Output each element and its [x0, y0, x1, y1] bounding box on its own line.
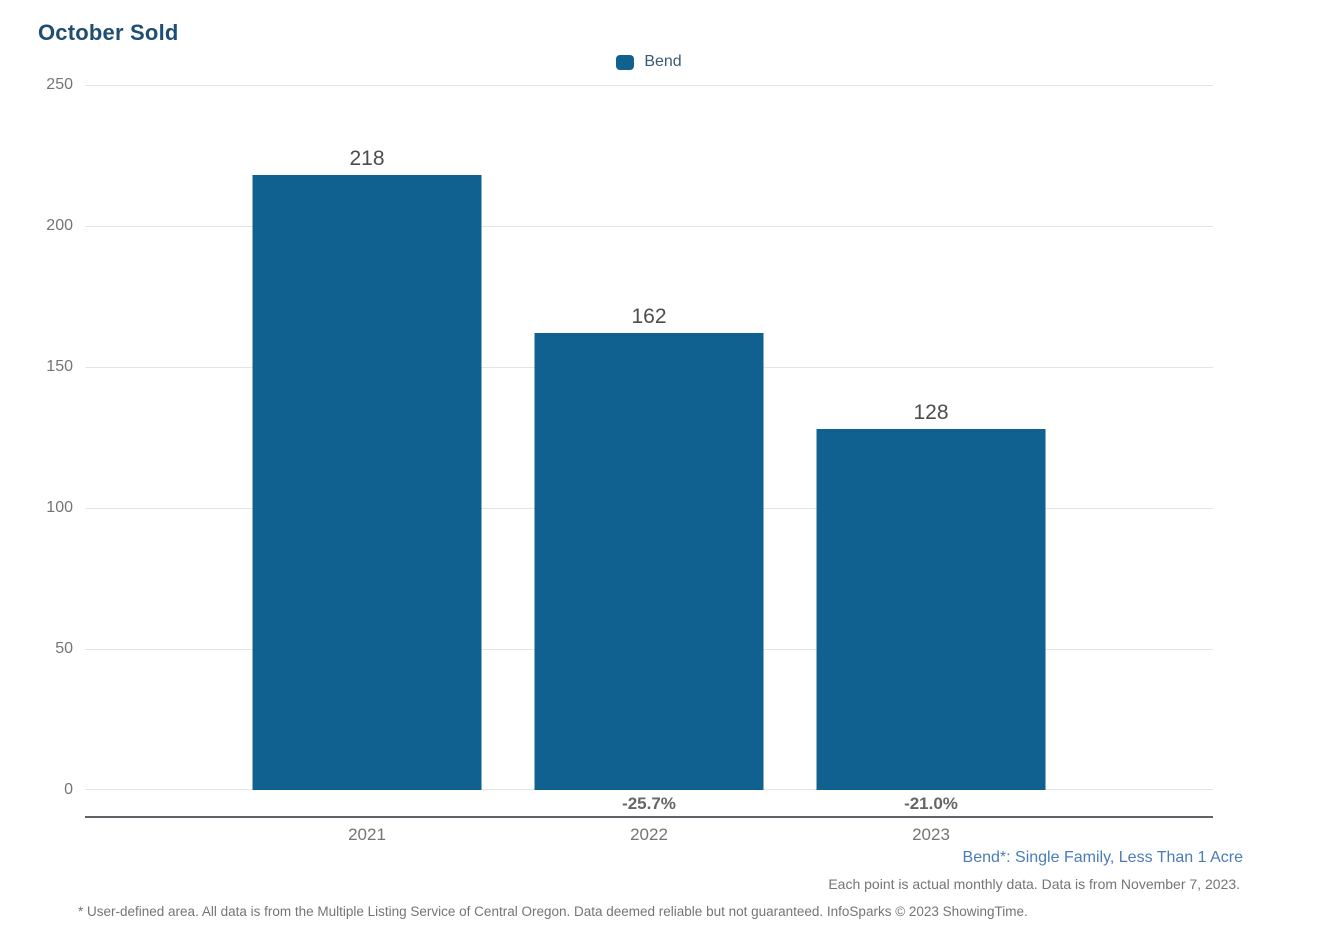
bar-2023[interactable] — [816, 429, 1046, 790]
y-tick-150: 150 — [46, 358, 73, 375]
bar-2021[interactable] — [252, 175, 482, 790]
x-tick-2022: 2022 — [630, 825, 668, 844]
legend-label-bend[interactable]: Bend — [644, 53, 682, 70]
y-tick-100: 100 — [46, 499, 73, 516]
bar-group-2023: 128 — [816, 401, 1046, 790]
gridline-250 — [85, 85, 1213, 86]
x-tick-2023: 2023 — [912, 825, 950, 844]
percent-change-row: -25.7% -21.0% — [85, 791, 1213, 816]
bar-value-label-2021: 218 — [349, 147, 385, 170]
bar-2022[interactable] — [534, 333, 764, 790]
y-tick-250: 250 — [46, 76, 73, 93]
y-tick-0: 0 — [64, 781, 73, 798]
plot-area: 218 162 128 — [85, 85, 1213, 790]
legend-swatch-bend[interactable] — [616, 54, 635, 70]
x-tick-2021: 2021 — [348, 825, 386, 844]
y-tick-200: 200 — [46, 217, 73, 234]
series-definition-note: Bend*: Single Family, Less Than 1 Acre — [962, 849, 1243, 866]
bar-group-2022: 162 — [534, 305, 764, 790]
gridline-200 — [85, 226, 1213, 227]
y-axis-tick-labels: 250 200 150 100 50 0 — [0, 75, 73, 800]
bar-value-label-2023: 128 — [913, 401, 949, 424]
bar-value-label-2022: 162 — [631, 305, 667, 328]
bar-group-2021: 218 — [252, 147, 482, 790]
x-axis-tick-labels: 2021 2022 2023 — [85, 825, 1213, 847]
x-axis-line — [85, 816, 1213, 818]
pct-change-2023: -21.0% — [904, 794, 958, 813]
legend: Bend — [85, 53, 1213, 71]
disclaimer-footnote: * User-defined area. All data is from th… — [78, 904, 1028, 919]
pct-change-2022: -25.7% — [622, 794, 676, 813]
y-tick-50: 50 — [55, 640, 73, 657]
page-title: October Sold — [38, 20, 179, 45]
data-source-note: Each point is actual monthly data. Data … — [828, 876, 1240, 892]
